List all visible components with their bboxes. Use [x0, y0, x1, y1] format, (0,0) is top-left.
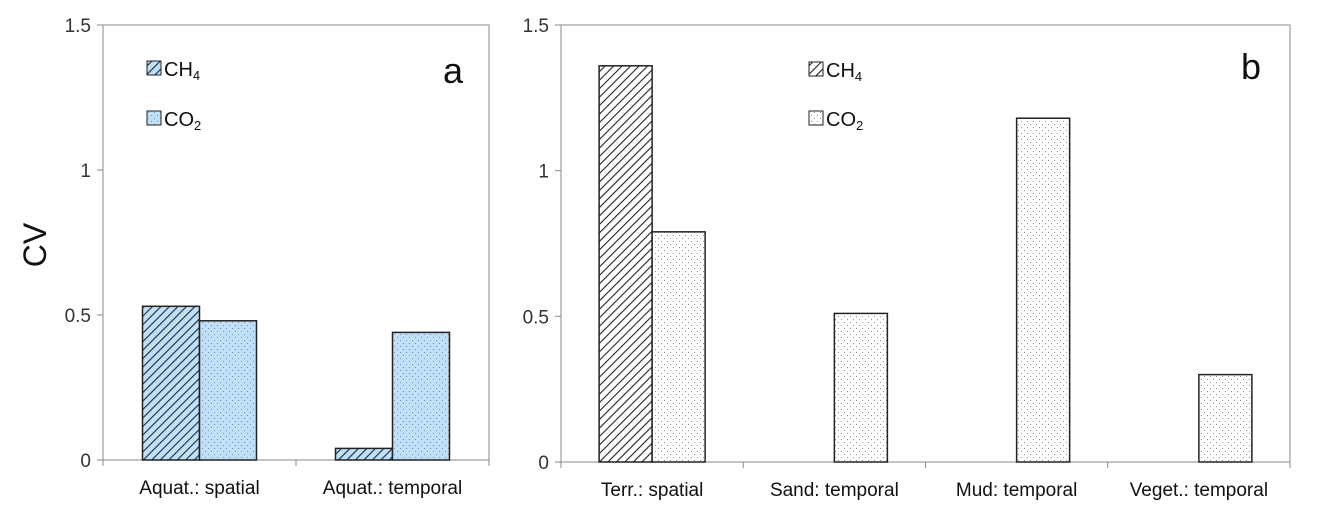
panel-b-ytick-label: 0: [538, 453, 549, 474]
panel-a-label: a: [443, 50, 464, 91]
panel-a: a CH4 CO2 0 0.5 1 1.5 Aquat.: spatial Aquat.:…: [65, 16, 490, 499]
legend-a-co2-swatch: [146, 110, 162, 126]
panel-a-legend: CH4 CO2: [146, 59, 201, 133]
panel-b-ytick-label: 1: [538, 162, 549, 183]
panel-a-bar-ch4: [141, 305, 201, 461]
panel-b-bar-co2: [1015, 117, 1071, 463]
panel-a-category-label: Aquat.: temporal: [323, 478, 462, 499]
y-axis-label: CV: [17, 222, 53, 267]
panel-b-ytick-label: 1.5: [523, 16, 549, 37]
panel-b-bar-co2: [1198, 373, 1253, 463]
legend-b-co2-label: CO2: [826, 109, 863, 133]
panel-b-bar-ch4: [598, 65, 653, 463]
panel-b: b CH4 CO2 0 0.5 1 1.5 Terr.: spatial Sand: te…: [523, 16, 1291, 501]
panel-a-ytick-label: 1.5: [65, 16, 91, 37]
panel-b-ytick-label: 0.5: [523, 307, 549, 328]
legend-a-ch4-label: CH4: [164, 59, 200, 83]
legend-a-co2-label: CO2: [164, 109, 201, 133]
panel-a-ytick-label: 0: [80, 451, 91, 472]
panel-b-bar-co2: [651, 231, 706, 463]
panel-a-bar-ch4: [334, 447, 394, 461]
legend-b-ch4-swatch: [808, 61, 824, 77]
panel-a-category-label: Aquat.: spatial: [139, 478, 259, 499]
panel-b-legend: CH4 CO2: [808, 60, 863, 133]
panel-b-category-label: Veget.: temporal: [1130, 480, 1268, 501]
panel-b-bar-co2: [833, 312, 889, 463]
panel-b-category-label: Terr.: spatial: [601, 480, 703, 501]
panel-a-bar-co2: [198, 320, 258, 461]
panel-a-ytick-label: 0.5: [65, 306, 91, 327]
panel-b-category-label: Sand: temporal: [770, 480, 899, 501]
panel-a-ytick-label: 1: [80, 161, 91, 182]
legend-a-ch4-swatch: [146, 60, 162, 76]
panel-b-category-label: Mud: temporal: [956, 480, 1077, 501]
legend-b-ch4-label: CH4: [826, 60, 862, 84]
legend-b-co2-swatch: [808, 110, 824, 126]
panel-a-bar-co2: [391, 331, 451, 461]
panel-b-label: b: [1241, 46, 1261, 87]
